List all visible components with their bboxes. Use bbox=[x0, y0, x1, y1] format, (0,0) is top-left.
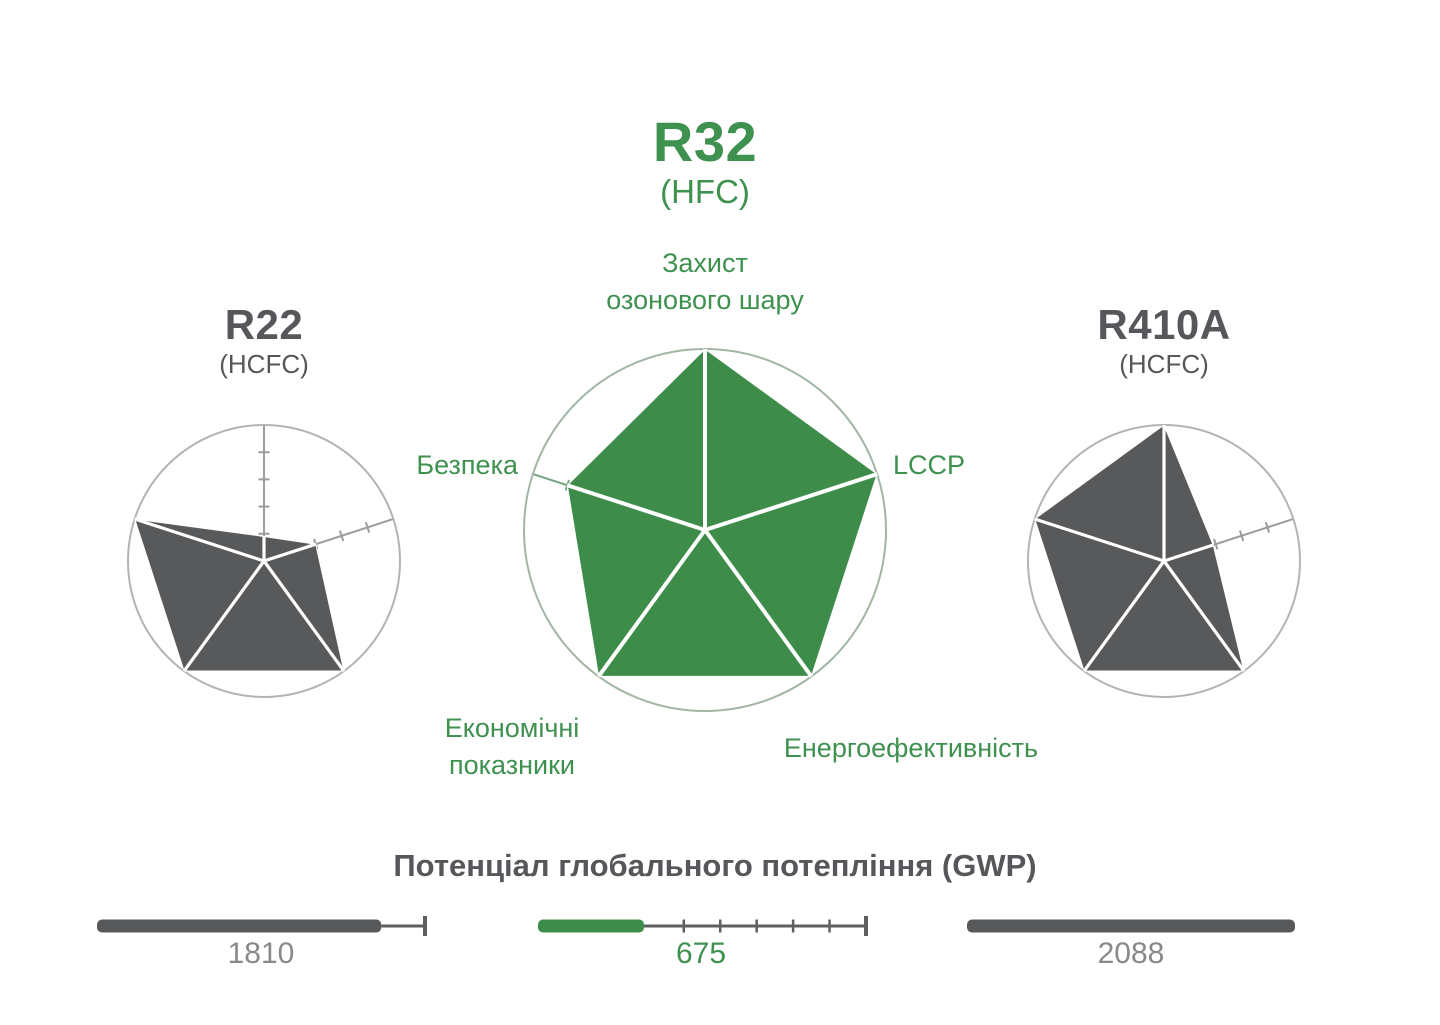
gwp-value-bar bbox=[538, 919, 645, 933]
radar-spoke bbox=[1034, 517, 1165, 563]
gwp-gauge-r32 bbox=[538, 916, 868, 936]
axis-label-energy-efficiency: Енергоефективність bbox=[783, 733, 1039, 763]
radar-spoke bbox=[1082, 560, 1166, 672]
radar-chart-r410a bbox=[1027, 424, 1301, 698]
gwp-value-r32: 675 bbox=[675, 937, 727, 970]
radar-spoke bbox=[134, 517, 265, 563]
radar-spoke bbox=[182, 560, 266, 672]
r410a-title: R410A bbox=[1097, 301, 1231, 348]
axis-label-economic: Економічні показники bbox=[444, 713, 580, 780]
radar-axis-tick bbox=[1238, 530, 1245, 542]
radar-axis-tick bbox=[364, 521, 371, 533]
gwp-value-bar bbox=[967, 919, 1295, 933]
radar-spoke bbox=[704, 472, 878, 532]
radar-spoke bbox=[263, 542, 317, 563]
radar-axis-tick bbox=[1264, 521, 1271, 533]
radar-polygon bbox=[1034, 424, 1245, 672]
gwp-value-r410a: 2088 bbox=[1097, 937, 1165, 970]
radar-axis-tick bbox=[1213, 538, 1219, 550]
radar-spoke bbox=[703, 528, 814, 678]
r22-title: R22 bbox=[224, 301, 304, 348]
radar-polygon bbox=[566, 348, 878, 677]
axis-label-ozone-protection: Захист озонового шару bbox=[606, 248, 804, 315]
radar-spoke bbox=[1162, 560, 1246, 672]
r32-subtitle: (HFC) bbox=[660, 173, 750, 210]
radar-spoke bbox=[596, 528, 707, 678]
r32-header: R32 (HFC) bbox=[653, 112, 757, 212]
radar-outline-circle bbox=[127, 424, 401, 698]
radar-axis-tick bbox=[338, 530, 345, 542]
r22-header: R22 (HCFC) bbox=[219, 302, 309, 380]
gwp-gauge-r22 bbox=[97, 916, 427, 936]
r410a-subtitle: (HCFC) bbox=[1119, 349, 1209, 379]
radar-spoke bbox=[566, 483, 706, 532]
r32-title: R32 bbox=[652, 110, 758, 173]
gwp-title: Потенціал глобального потепління (GWP) bbox=[393, 848, 1037, 883]
radar-chart-r32 bbox=[523, 348, 887, 712]
radar-spoke bbox=[1163, 543, 1214, 563]
radar-spoke bbox=[262, 560, 346, 672]
gwp-value-r22: 1810 bbox=[227, 937, 295, 970]
axis-label-safety: Безпека bbox=[416, 450, 518, 480]
gwp-gauge-r410a bbox=[967, 919, 1295, 933]
gwp-value-bar bbox=[97, 919, 382, 933]
radar-chart-r22 bbox=[127, 424, 401, 698]
r410a-header: R410A (HCFC) bbox=[1097, 302, 1230, 380]
r22-subtitle: (HCFC) bbox=[219, 349, 309, 379]
axis-label-lccp: LCCP bbox=[893, 450, 966, 480]
